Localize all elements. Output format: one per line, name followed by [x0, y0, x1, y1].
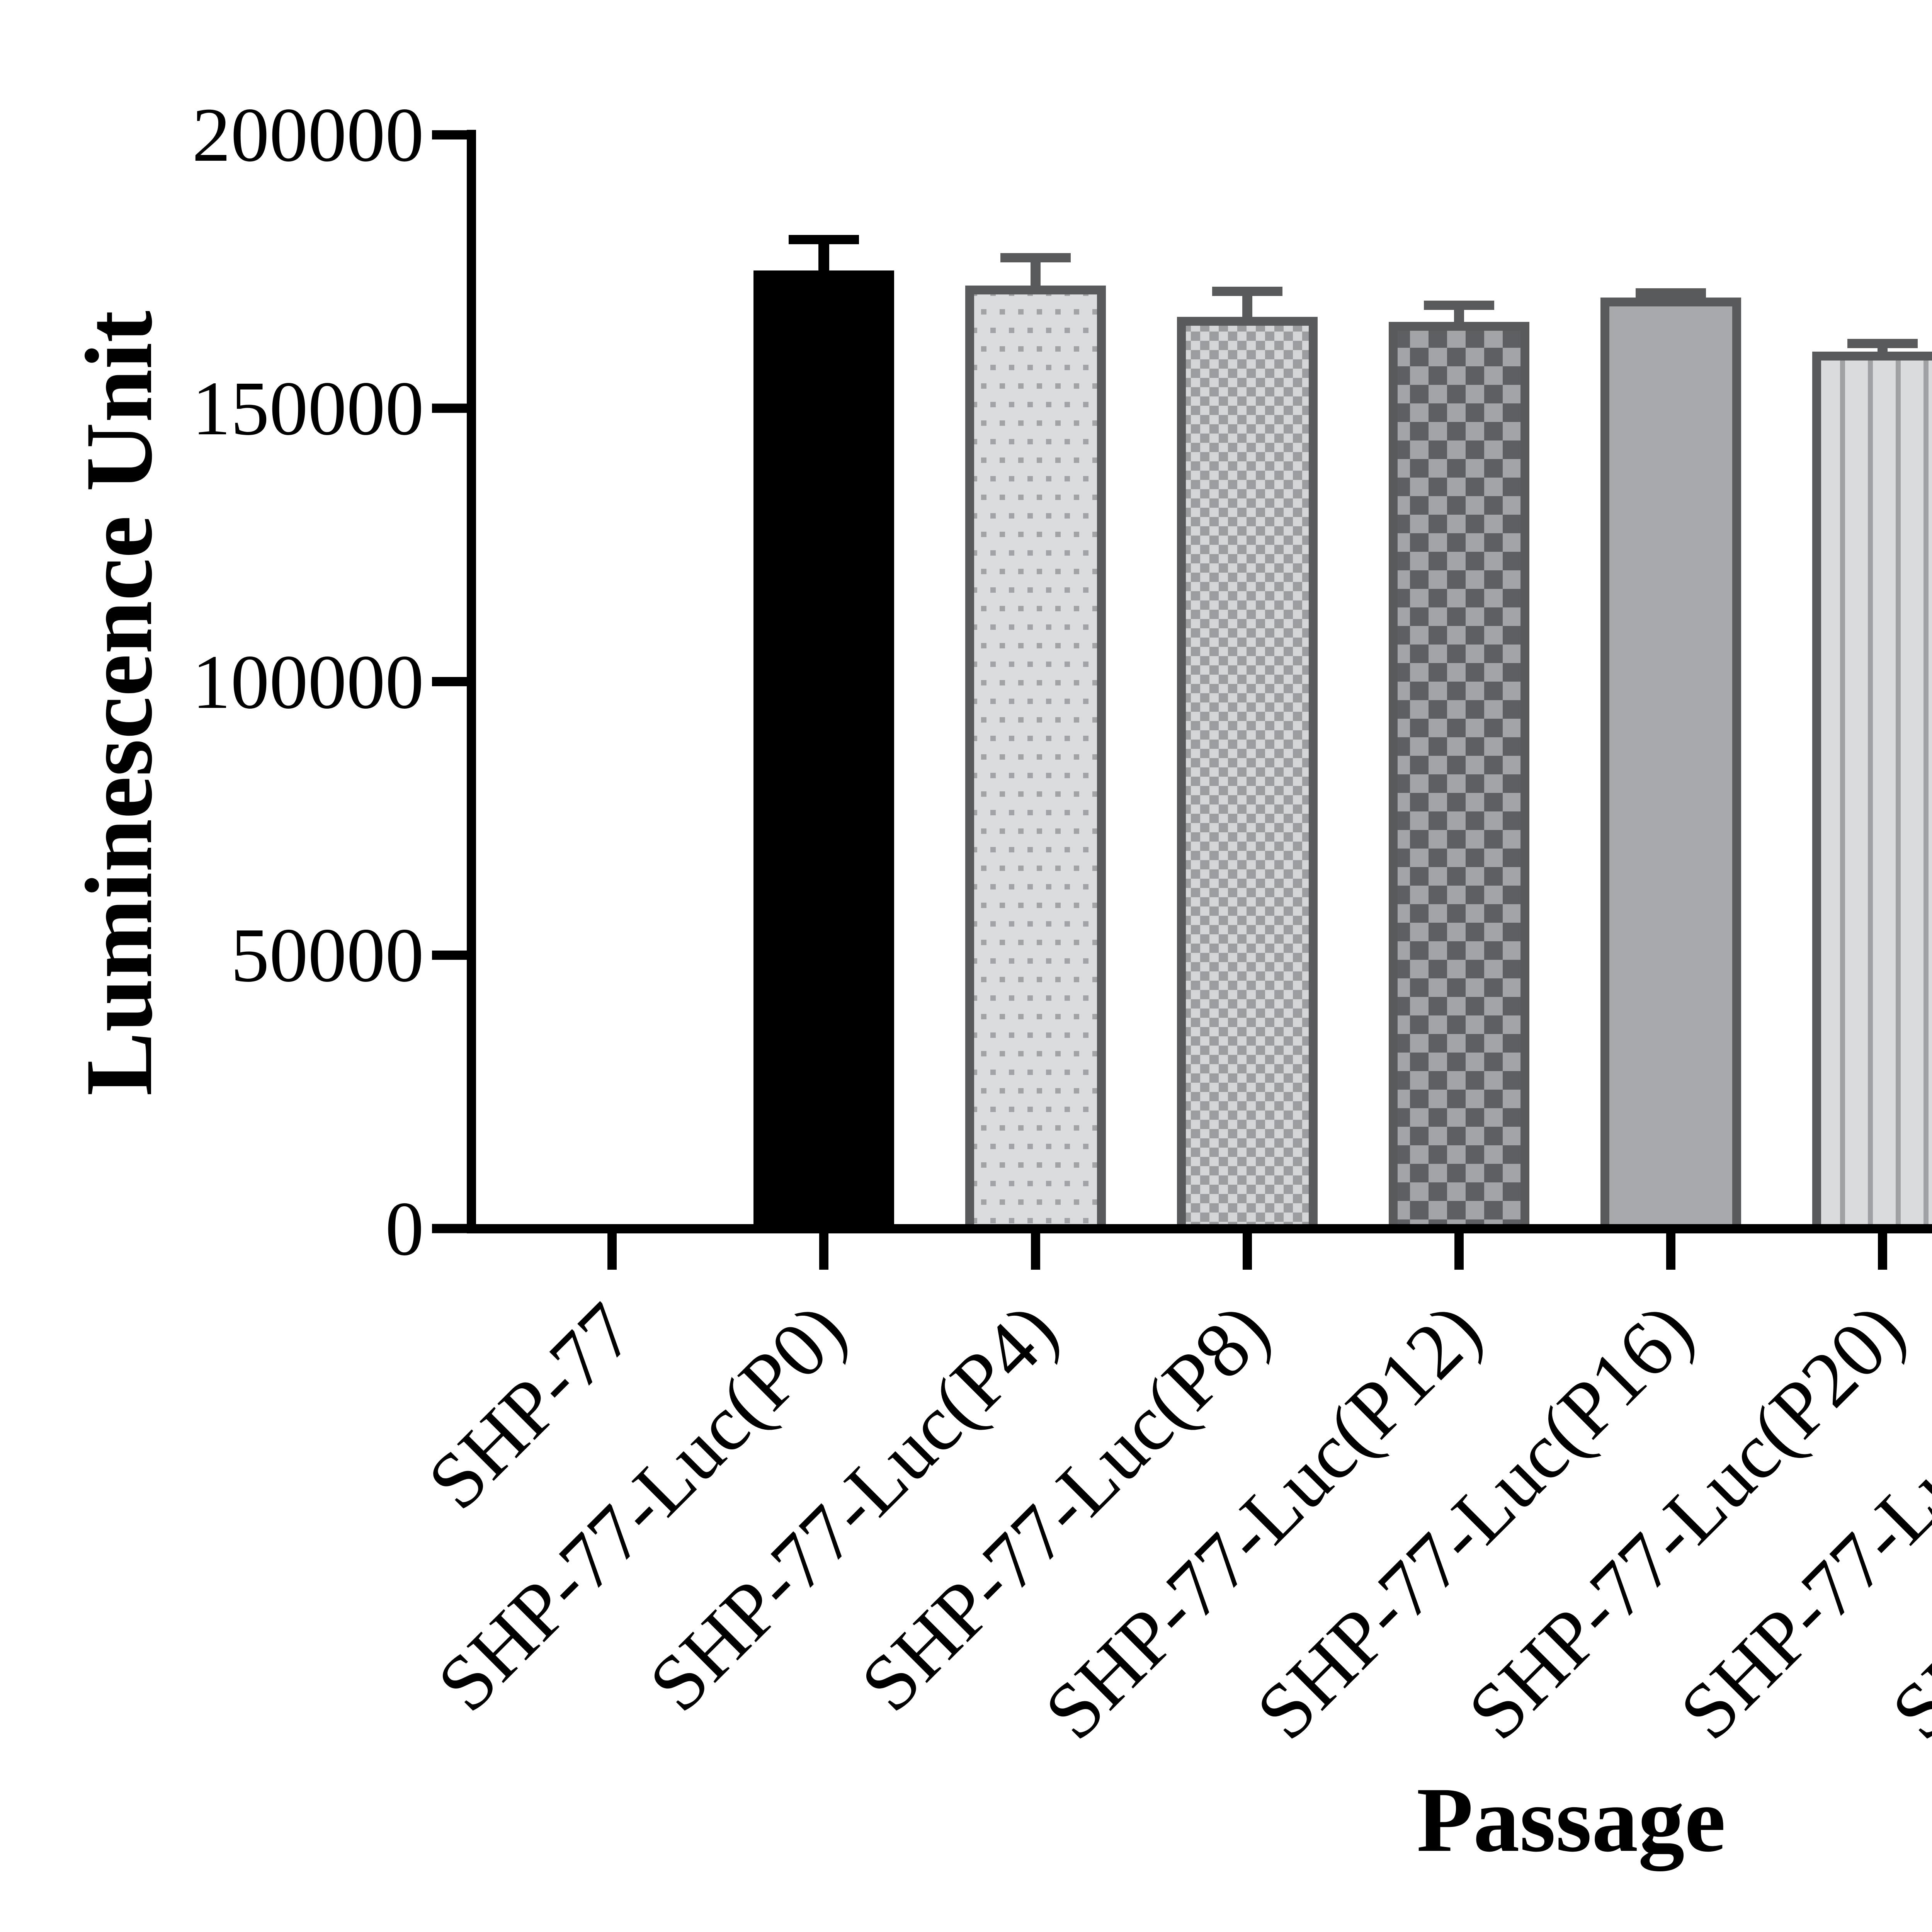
svg-text:50000: 50000	[231, 913, 424, 998]
svg-text:150000: 150000	[192, 366, 424, 451]
svg-text:100000: 100000	[192, 639, 424, 725]
svg-text:0: 0	[385, 1186, 424, 1272]
svg-text:Luminescence Unit: Luminescence Unit	[66, 311, 172, 1096]
svg-text:Passage: Passage	[1417, 1768, 1726, 1871]
svg-text:200000: 200000	[192, 92, 424, 178]
